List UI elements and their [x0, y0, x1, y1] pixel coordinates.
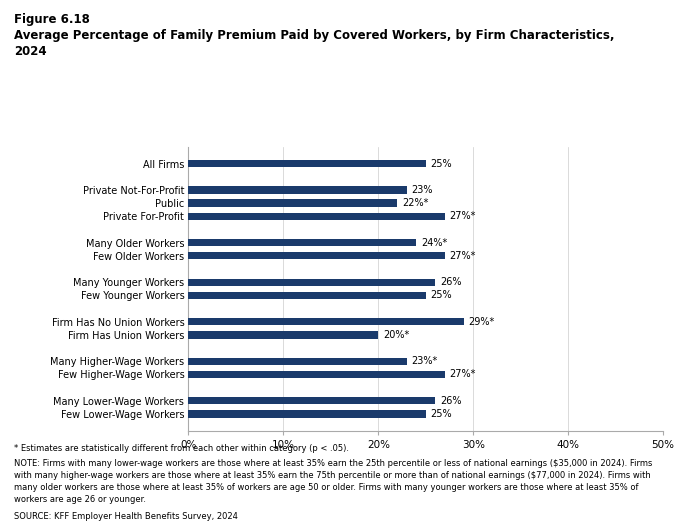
- Text: 25%: 25%: [431, 290, 452, 300]
- Bar: [188, 371, 445, 378]
- Bar: [188, 252, 445, 259]
- Text: 27%*: 27%*: [450, 211, 476, 221]
- Text: 25%: 25%: [431, 409, 452, 419]
- Text: 27%*: 27%*: [450, 370, 476, 380]
- Bar: [188, 411, 426, 417]
- Bar: [188, 318, 463, 326]
- Bar: [188, 200, 397, 207]
- Bar: [188, 331, 378, 339]
- Text: 24%*: 24%*: [421, 238, 447, 248]
- Text: Average Percentage of Family Premium Paid by Covered Workers, by Firm Characteri: Average Percentage of Family Premium Pai…: [14, 29, 614, 58]
- Bar: [188, 279, 436, 286]
- Bar: [188, 239, 416, 246]
- Text: 25%: 25%: [431, 159, 452, 169]
- Text: 27%*: 27%*: [450, 251, 476, 261]
- Text: 26%: 26%: [440, 277, 461, 287]
- Text: * Estimates are statistically different from each other within category (p < .05: * Estimates are statistically different …: [14, 444, 349, 453]
- Bar: [188, 213, 445, 220]
- Bar: [188, 160, 426, 167]
- Text: SOURCE: KFF Employer Health Benefits Survey, 2024: SOURCE: KFF Employer Health Benefits Sur…: [14, 512, 238, 521]
- Bar: [188, 358, 407, 365]
- Text: Figure 6.18: Figure 6.18: [14, 13, 90, 26]
- Text: 29%*: 29%*: [468, 317, 495, 327]
- Text: 26%: 26%: [440, 396, 461, 406]
- Bar: [188, 397, 436, 404]
- Text: 23%*: 23%*: [412, 356, 438, 366]
- Bar: [188, 292, 426, 299]
- Text: NOTE: Firms with many lower-wage workers are those where at least 35% earn the 2: NOTE: Firms with many lower-wage workers…: [14, 459, 653, 504]
- Text: 23%: 23%: [412, 185, 433, 195]
- Bar: [188, 186, 407, 194]
- Text: 22%*: 22%*: [402, 198, 429, 208]
- Text: 20%*: 20%*: [383, 330, 409, 340]
